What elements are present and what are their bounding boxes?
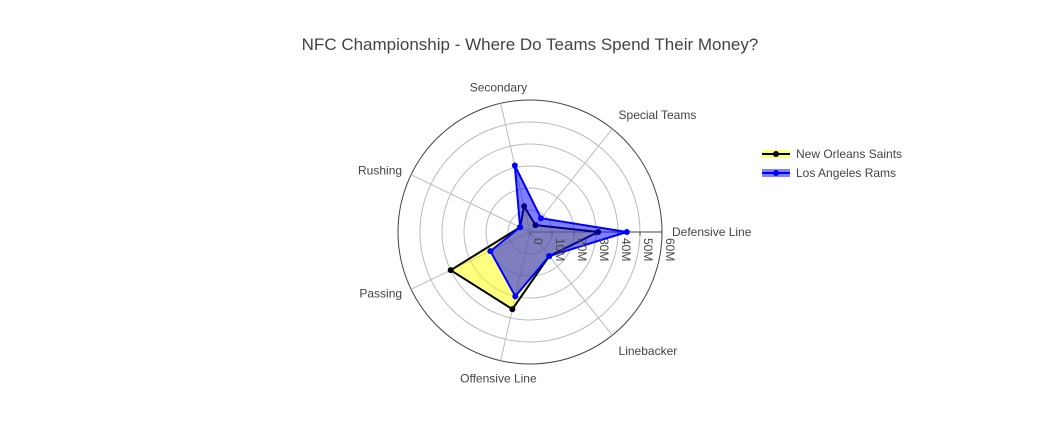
series-area[interactable] <box>489 164 628 298</box>
data-point[interactable] <box>487 248 494 255</box>
category-label: Passing <box>359 287 402 301</box>
radial-tick-label: 40M <box>619 238 633 261</box>
data-point[interactable] <box>509 306 516 313</box>
radial-tick-label: 60M <box>663 238 677 261</box>
data-point[interactable] <box>517 224 524 231</box>
data-point[interactable] <box>512 293 519 300</box>
category-label: Secondary <box>470 81 527 95</box>
legend-label: New Orleans Saints <box>796 147 902 161</box>
spoke-line <box>410 174 531 233</box>
data-point[interactable] <box>623 229 630 235</box>
radial-tick-label: 20M <box>575 238 589 261</box>
legend-label: Los Angeles Rams <box>796 166 896 180</box>
category-label: Linebacker <box>619 344 678 358</box>
category-label: Offensive Line <box>460 371 537 385</box>
data-point[interactable] <box>511 162 518 169</box>
legend-item[interactable]: New Orleans Saints <box>762 147 902 161</box>
series-layer <box>447 162 630 313</box>
legend-marker <box>773 170 779 176</box>
legend-item[interactable]: Los Angeles Rams <box>762 166 896 180</box>
category-label: Rushing <box>358 163 402 177</box>
legend[interactable]: New Orleans Saints Los Angeles Rams <box>762 147 902 180</box>
radial-tick-label: 50M <box>641 238 655 261</box>
data-point[interactable] <box>546 253 553 260</box>
chart-title: NFC Championship - Where Do Teams Spend … <box>302 35 759 54</box>
spoke-line <box>529 128 613 233</box>
data-point[interactable] <box>537 215 544 222</box>
radial-tick-label: 10M <box>553 238 567 261</box>
data-point[interactable] <box>447 267 454 274</box>
category-label: Special Teams <box>619 108 697 122</box>
radial-tick-label: 0 <box>531 238 545 245</box>
radial-tick-label: 30M <box>597 238 611 261</box>
legend-marker <box>773 151 779 157</box>
category-label: Defensive Line <box>672 225 752 239</box>
